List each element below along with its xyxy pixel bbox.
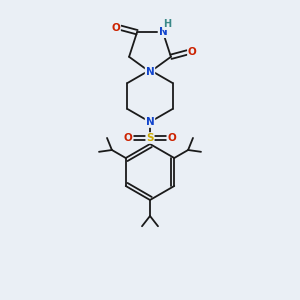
Text: O: O (188, 47, 197, 57)
Text: O: O (124, 133, 132, 143)
Text: S: S (146, 133, 154, 143)
Text: H: H (163, 19, 171, 29)
Text: O: O (168, 133, 176, 143)
Text: N: N (159, 27, 167, 37)
Text: N: N (146, 117, 154, 127)
Text: O: O (111, 23, 120, 33)
Text: N: N (146, 67, 154, 77)
